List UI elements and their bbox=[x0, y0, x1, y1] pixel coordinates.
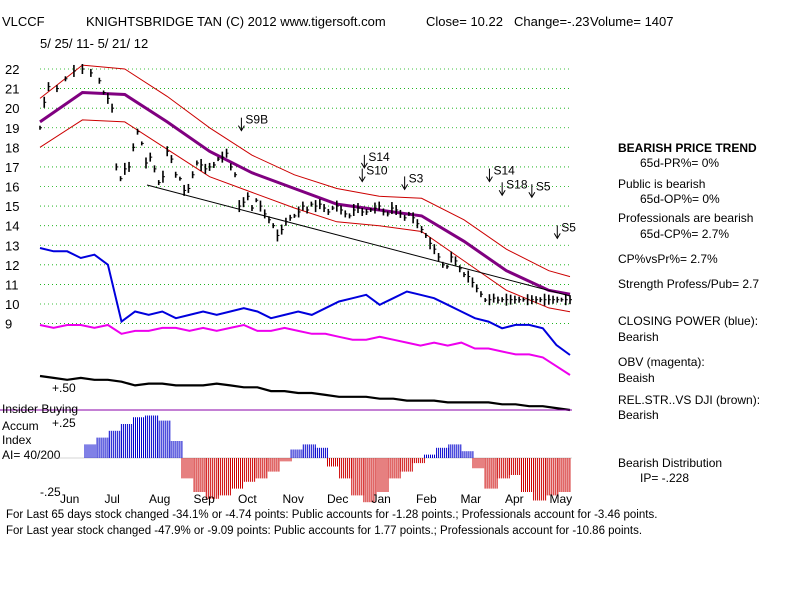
x-tick-label-apr: Apr bbox=[505, 492, 524, 506]
price-gridlines bbox=[40, 68, 570, 324]
accum-index-bars bbox=[84, 415, 571, 503]
x-axis-ticks: Jun Jul Aug Sep Oct Nov Dec Jan Feb Mar Apr May bbox=[60, 492, 572, 506]
x-tick-label-sep: Sep bbox=[194, 492, 216, 506]
signal-arrowhead bbox=[498, 190, 506, 197]
y-axis-ticks: 22 21 20 19 18 17 16 15 14 13 12 11 10 9 bbox=[5, 62, 19, 332]
y-tick-label-15: 15 bbox=[5, 199, 19, 214]
public-label: Public is bearish bbox=[618, 177, 705, 191]
signal-arrowhead bbox=[360, 162, 368, 169]
signal-arrowhead bbox=[358, 176, 366, 183]
cp-value: 65d-CP%= 2.7% bbox=[640, 227, 729, 241]
side-panel: BEARISH PRICE TREND 65d-PR%= 0% Public i… bbox=[618, 141, 760, 485]
cp-status: Bearish bbox=[618, 330, 659, 344]
price-series bbox=[39, 64, 572, 306]
rel-str-line bbox=[39, 374, 571, 412]
y-tick-label-21: 21 bbox=[5, 82, 19, 97]
pr-value: 65d-PR%= 0% bbox=[640, 156, 719, 170]
signal-label: S9B bbox=[245, 113, 268, 127]
obv-title: OBV (magenta): bbox=[618, 355, 705, 369]
signal-label: S5 bbox=[561, 220, 576, 234]
x-tick-label-aug: Aug bbox=[149, 492, 170, 506]
x-tick-label-nov: Nov bbox=[283, 492, 304, 506]
footer-65day: For Last 65 days stock changed -34.1% or… bbox=[6, 509, 657, 521]
ma-line bbox=[39, 90, 571, 296]
signal-arrowhead bbox=[553, 233, 561, 240]
insider-index: Index bbox=[2, 433, 31, 447]
y-tick-label-18: 18 bbox=[5, 140, 19, 155]
signal-arrowhead bbox=[486, 176, 493, 183]
y-tick-label-20: 20 bbox=[5, 101, 19, 116]
obv-path bbox=[39, 323, 571, 376]
rel-status: Bearish bbox=[618, 408, 659, 422]
header-close: Close= 10.22 bbox=[426, 14, 503, 29]
distribution-ip: IP= -.228 bbox=[640, 471, 689, 485]
header-copyright: (C) 2012 www.tigersoft.com bbox=[226, 14, 386, 29]
y-tick-label-22: 22 bbox=[5, 62, 19, 77]
signal-label: S14 bbox=[368, 150, 390, 164]
footer-year: For Last year stock changed -47.9% or -9… bbox=[6, 525, 642, 537]
cpvspr-value: CP%vsPr%= 2.7% bbox=[618, 252, 718, 266]
trend-title: BEARISH PRICE TREND bbox=[618, 141, 757, 155]
x-tick-label-jul: Jul bbox=[105, 492, 120, 506]
header-volume: Volume= 1407 bbox=[590, 14, 673, 29]
signal-arrowhead bbox=[401, 184, 409, 191]
insider-ai: AI= 40/200 bbox=[2, 448, 61, 462]
distribution-title: Bearish Distribution bbox=[618, 456, 722, 470]
header-date-range: 5/ 25/ 11- 5/ 21/ 12 bbox=[40, 36, 148, 51]
signal-label: S3 bbox=[409, 171, 424, 185]
signal-label: S5 bbox=[536, 179, 551, 193]
obv-status: Beaish bbox=[618, 371, 655, 385]
cp-title: CLOSING POWER (blue): bbox=[618, 314, 758, 328]
x-tick-label-jun: Jun bbox=[60, 492, 79, 506]
signal-label: S18 bbox=[506, 177, 528, 191]
y-tick-label-9: 9 bbox=[5, 317, 12, 332]
y-tick-label-13: 13 bbox=[5, 238, 19, 253]
y-tick-label-11: 11 bbox=[5, 277, 19, 292]
downtrend-line bbox=[146, 184, 571, 297]
insider-accum: Accum bbox=[2, 419, 39, 433]
trend-line bbox=[146, 184, 571, 297]
y-tick-label-12: 12 bbox=[5, 258, 19, 273]
signal-label: S10 bbox=[366, 164, 388, 178]
insider-title: Insider Buying bbox=[2, 402, 78, 416]
signal-label: S14 bbox=[493, 164, 515, 178]
op-value: 65d-OP%= 0% bbox=[640, 192, 720, 206]
strength-value: Strength Profess/Pub= 2.7 bbox=[618, 277, 759, 291]
lower-band-line bbox=[39, 119, 571, 313]
y-tick-label-17: 17 bbox=[5, 160, 19, 175]
rel-title: REL.STR..VS DJI (brown): bbox=[618, 393, 760, 407]
rel-str-path bbox=[39, 374, 571, 412]
accum-tick-neg: -.25 bbox=[40, 485, 61, 499]
y-tick-label-19: 19 bbox=[5, 121, 19, 136]
x-tick-label-may: May bbox=[550, 492, 573, 506]
closing-power-path bbox=[39, 247, 571, 356]
y-tick-label-10: 10 bbox=[5, 297, 19, 312]
header-change: Change=-.23 bbox=[514, 14, 590, 29]
header-name: KNIGHTSBRIDGE TAN bbox=[86, 14, 222, 29]
y-tick-label-16: 16 bbox=[5, 180, 19, 195]
accum-tick-high: +.50 bbox=[52, 381, 76, 395]
bollinger-bands bbox=[39, 64, 571, 313]
x-tick-label-dec: Dec bbox=[327, 492, 348, 506]
accum-tick-pos: +.25 bbox=[52, 416, 76, 430]
closing-power-line bbox=[39, 247, 571, 356]
signal-arrowhead bbox=[528, 191, 536, 199]
x-tick-label-mar: Mar bbox=[461, 492, 482, 506]
x-tick-label-feb: Feb bbox=[416, 492, 437, 506]
x-tick-label-jan: Jan bbox=[372, 492, 391, 506]
moving-average bbox=[39, 90, 571, 296]
upper-band-line bbox=[39, 64, 571, 278]
y-tick-label-14: 14 bbox=[5, 219, 19, 234]
signal-arrowhead bbox=[237, 125, 245, 132]
pro-label: Professionals are bearish bbox=[618, 211, 753, 225]
x-tick-label-oct: Oct bbox=[238, 492, 257, 506]
header-symbol: VLCCF bbox=[2, 14, 45, 29]
obv-line bbox=[39, 323, 571, 376]
